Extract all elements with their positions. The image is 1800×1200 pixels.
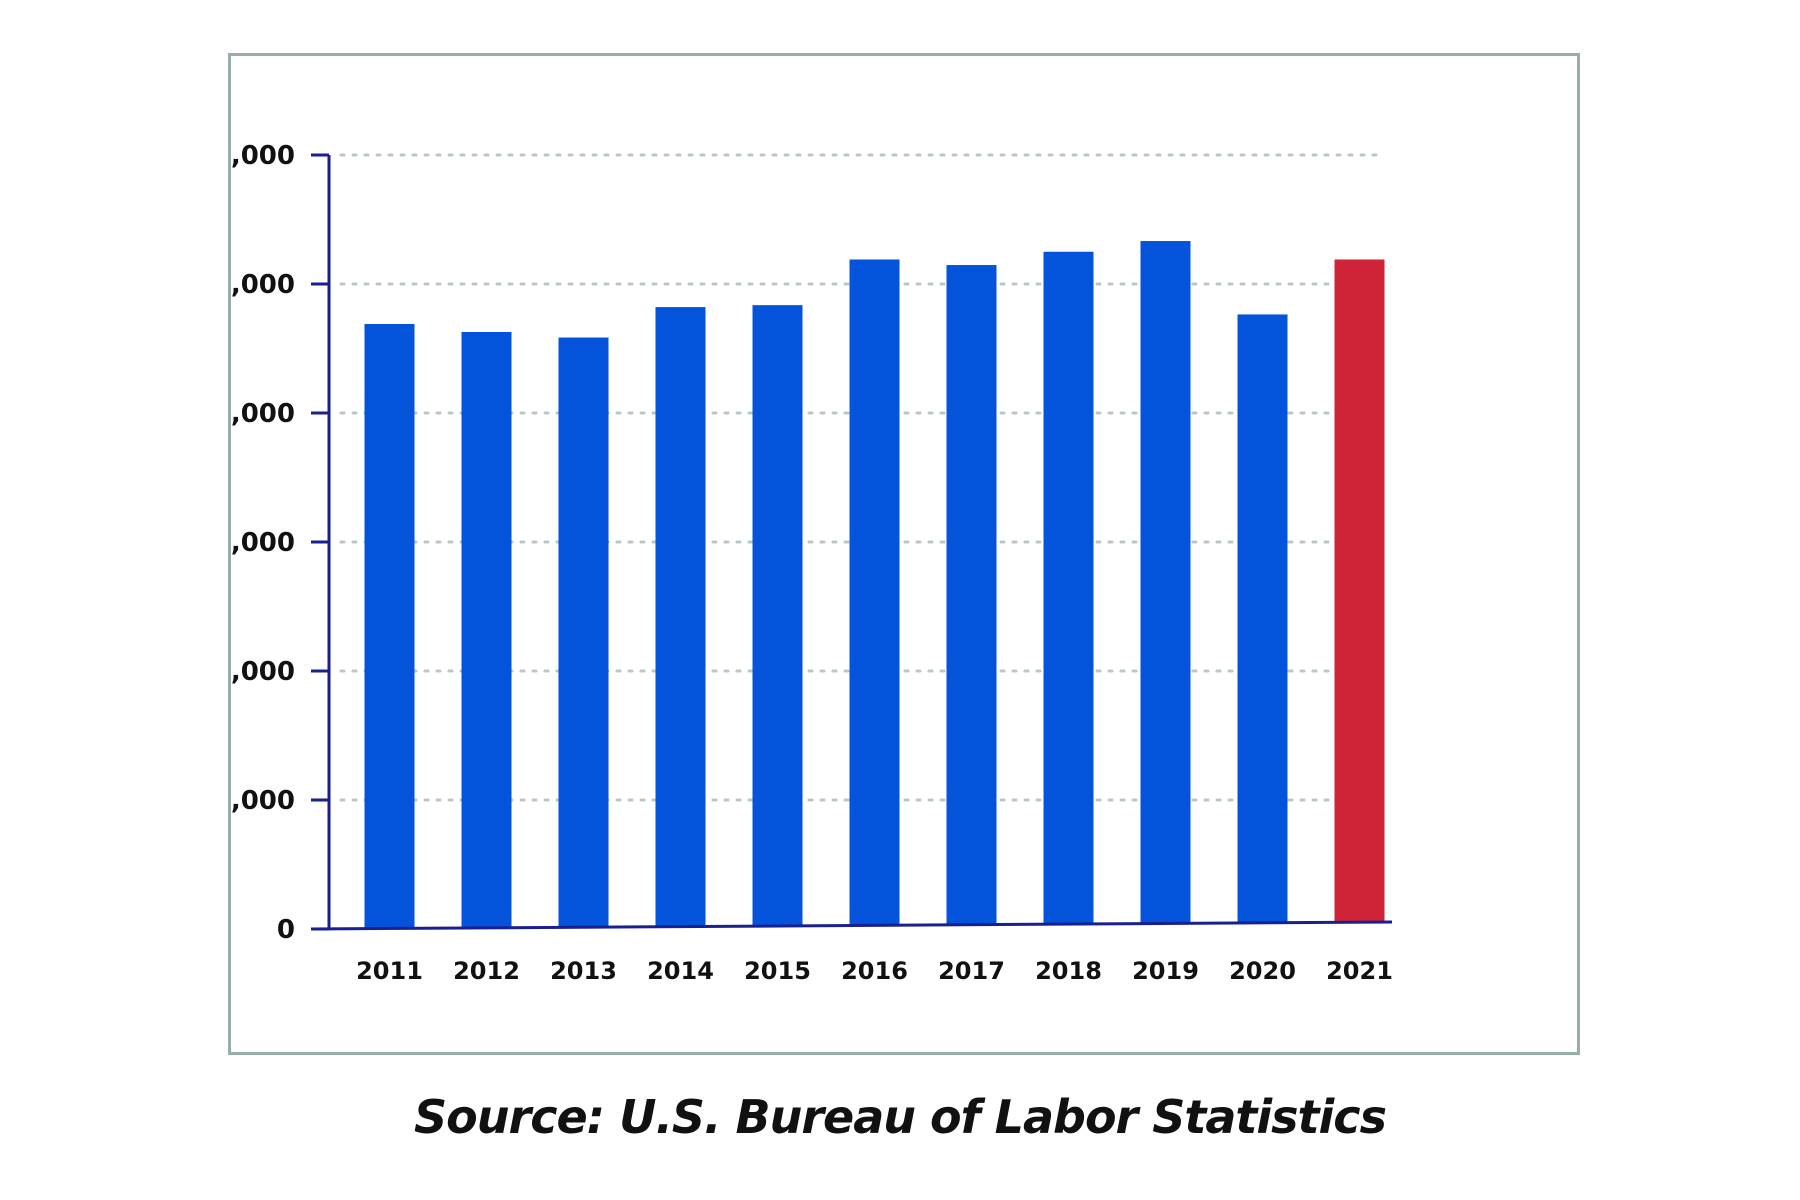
x-tick-label: 2017	[938, 957, 1005, 985]
bar-2020	[1237, 314, 1288, 924]
bar-2011	[364, 323, 415, 929]
source-caption: Source: U.S. Bureau of Labor Statistics	[414, 1090, 1387, 1144]
bars	[364, 241, 1385, 929]
bar-2021	[1334, 259, 1385, 923]
x-axis	[310, 920, 1393, 931]
x-tick-label: 2019	[1132, 957, 1199, 985]
x-tick-label: 2012	[453, 957, 520, 985]
y-tick-label: 2,000	[231, 657, 295, 687]
y-tick-labels: 0 1,000 2,000 3,000 4,000 5,000 6,000	[231, 141, 295, 945]
bar-2015	[752, 305, 803, 927]
bar-2012	[461, 331, 512, 929]
x-tick-label: 2018	[1035, 957, 1102, 985]
y-tick-label: 3,000	[231, 528, 295, 558]
x-tick-label: 2016	[841, 957, 908, 985]
chart-frame: 0 1,000 2,000 3,000 4,000 5,000 6,000 2011 2012…	[228, 53, 1580, 1055]
x-tick-label: 2013	[550, 957, 617, 985]
bar-2014	[655, 307, 706, 928]
x-tick-labels: 2011 2012 2013 2014 2015 2016 2017 2018 2019 2020…	[356, 957, 1393, 985]
bar-2013	[558, 337, 609, 928]
x-tick-label: 2011	[356, 957, 423, 985]
y-tick-label: 6,000	[231, 141, 295, 171]
x-tick-label: 2015	[744, 957, 811, 985]
bar-2016	[849, 259, 900, 926]
x-tick-label: 2021	[1326, 957, 1393, 985]
y-tick-label: 5,000	[231, 270, 295, 300]
y-tick-label: 0	[277, 915, 295, 945]
bar-2017	[946, 265, 997, 926]
y-tick-label: 4,000	[231, 399, 295, 429]
bar-2018	[1043, 251, 1094, 925]
bar-chart: 0 1,000 2,000 3,000 4,000 5,000 6,000 2011 2012…	[231, 141, 1393, 985]
x-tick-label: 2020	[1229, 957, 1296, 985]
axes	[310, 153, 1393, 931]
y-tick-label: 1,000	[231, 786, 295, 816]
bar-2019	[1140, 241, 1191, 925]
x-tick-label: 2014	[647, 957, 714, 985]
